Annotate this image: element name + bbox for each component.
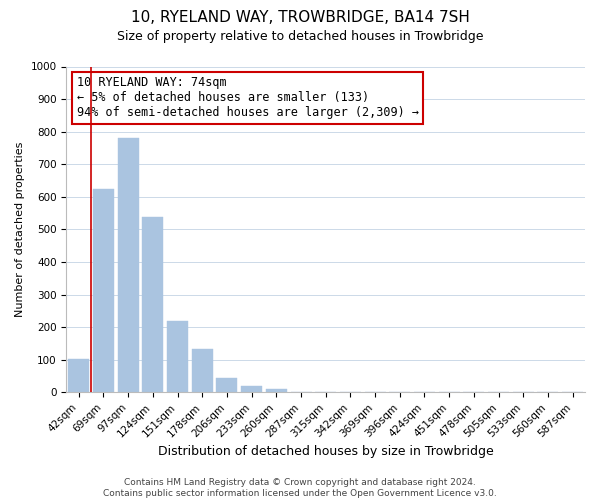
Bar: [118, 138, 139, 392]
Text: 10 RYELAND WAY: 74sqm
← 5% of detached houses are smaller (133)
94% of semi-deta: 10 RYELAND WAY: 74sqm ← 5% of detached h…: [77, 76, 419, 120]
Text: 10, RYELAND WAY, TROWBRIDGE, BA14 7SH: 10, RYELAND WAY, TROWBRIDGE, BA14 7SH: [131, 10, 469, 25]
Bar: [217, 378, 238, 392]
Y-axis label: Number of detached properties: Number of detached properties: [15, 142, 25, 317]
Bar: [142, 217, 163, 392]
Text: Contains HM Land Registry data © Crown copyright and database right 2024.
Contai: Contains HM Land Registry data © Crown c…: [103, 478, 497, 498]
Bar: [266, 389, 287, 392]
Bar: [68, 359, 89, 392]
Bar: [241, 386, 262, 392]
Bar: [167, 320, 188, 392]
Text: Size of property relative to detached houses in Trowbridge: Size of property relative to detached ho…: [117, 30, 483, 43]
X-axis label: Distribution of detached houses by size in Trowbridge: Distribution of detached houses by size …: [158, 444, 494, 458]
Bar: [93, 188, 114, 392]
Bar: [192, 349, 213, 393]
